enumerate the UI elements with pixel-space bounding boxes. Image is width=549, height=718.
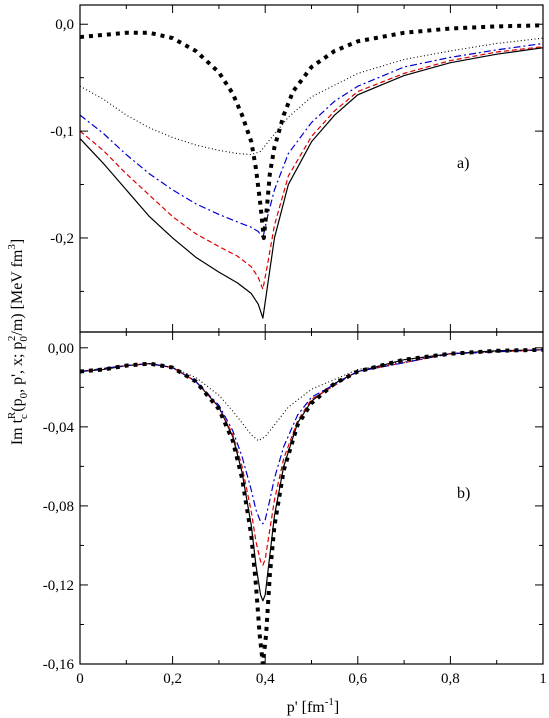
panel-label: b) [457, 485, 470, 502]
panel-b: -0,16 -0,12 -0,08 -0,04 0,00 0 0,2 0,4 0,6 0,8 1 b) [43, 331, 547, 687]
series-bigdot-line [80, 347, 543, 664]
x-tick-label: 0,8 [441, 671, 460, 687]
x-tick-label: 0 [76, 671, 84, 687]
y-tick-label: -0,08 [43, 499, 74, 515]
y-tick-label: 0,0 [55, 17, 74, 33]
panel-a: -0,2 -0,1 0,0 a) [50, 4, 544, 333]
series-dotted-line [80, 37, 543, 156]
plot-frame [79, 331, 544, 665]
series-solid-line [80, 47, 543, 319]
y-tick-label: -0,12 [43, 578, 74, 594]
y-tick-label: -0,2 [50, 231, 74, 247]
y-tick-label: -0,1 [50, 124, 74, 140]
series-dashed-line [80, 349, 543, 566]
x-axis-label: p' [fm-1] [287, 696, 339, 716]
panel-label: a) [457, 155, 469, 172]
y-tick-label: -0,16 [43, 657, 75, 673]
series-dashed-line [80, 46, 543, 290]
y-axis-label: Im tcR(p0, p', x; p02/m) [MeV fm3] [6, 239, 30, 445]
series-dashdot-line [80, 42, 543, 239]
series-bigdot-line [80, 23, 543, 240]
x-tick-label: 0,6 [348, 671, 367, 687]
y-tick-label: 0,00 [48, 341, 74, 357]
series-dashdot-line [80, 349, 543, 525]
x-tick-label: 0,2 [163, 671, 182, 687]
x-tick-label: 0,4 [256, 671, 275, 687]
y-tick-label: -0,04 [43, 420, 75, 436]
x-tick-label: 1 [539, 671, 547, 687]
series-solid-line [80, 349, 543, 602]
